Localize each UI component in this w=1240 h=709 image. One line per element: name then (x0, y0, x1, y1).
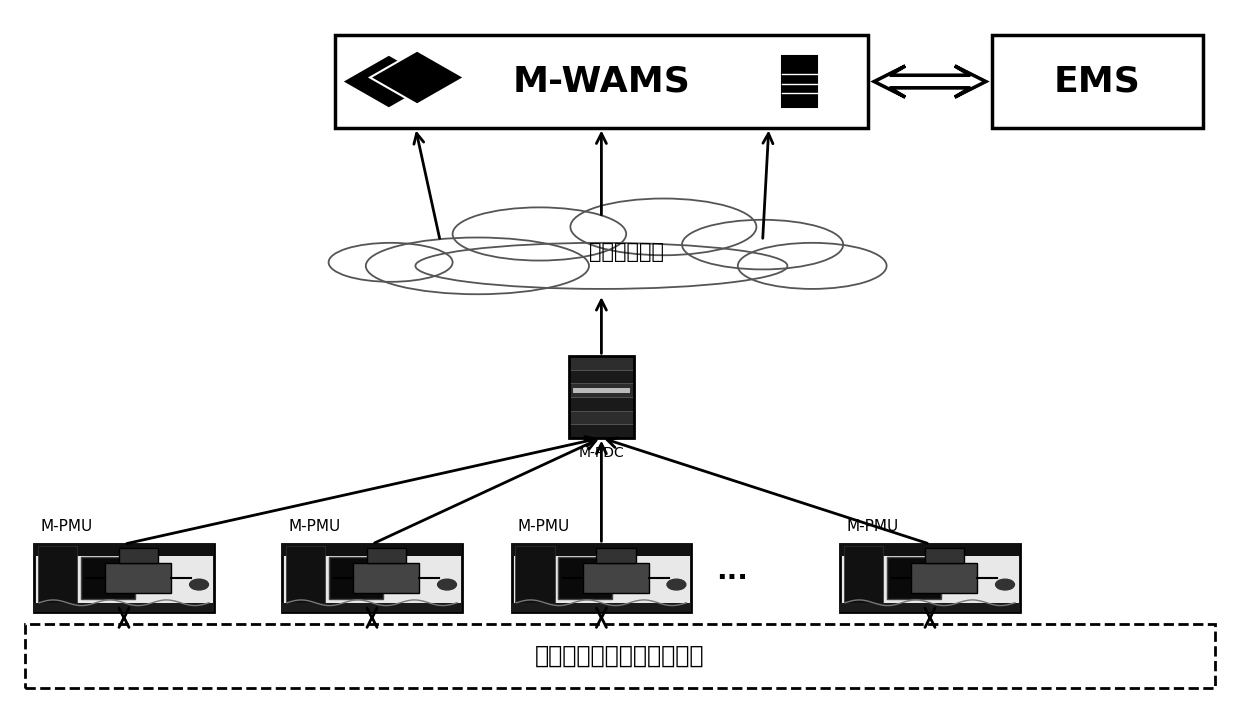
FancyBboxPatch shape (843, 546, 883, 609)
Text: M-PDC: M-PDC (579, 447, 624, 460)
Ellipse shape (415, 242, 787, 289)
FancyBboxPatch shape (841, 545, 1019, 611)
FancyBboxPatch shape (281, 603, 461, 611)
FancyBboxPatch shape (569, 424, 634, 437)
FancyBboxPatch shape (367, 547, 407, 563)
Ellipse shape (738, 242, 887, 289)
FancyBboxPatch shape (841, 603, 1019, 611)
Text: M-WAMS: M-WAMS (512, 65, 691, 99)
Ellipse shape (570, 199, 756, 255)
Text: 高速通信网络: 高速通信网络 (589, 242, 663, 262)
FancyBboxPatch shape (782, 56, 817, 107)
FancyBboxPatch shape (596, 547, 636, 563)
Text: EMS: EMS (1054, 65, 1141, 99)
FancyBboxPatch shape (281, 545, 461, 611)
FancyBboxPatch shape (511, 545, 692, 611)
Text: ···: ··· (715, 564, 748, 592)
FancyBboxPatch shape (119, 547, 159, 563)
FancyBboxPatch shape (558, 557, 613, 598)
FancyBboxPatch shape (105, 563, 171, 593)
Polygon shape (370, 50, 464, 104)
FancyBboxPatch shape (35, 545, 213, 557)
FancyBboxPatch shape (841, 545, 1019, 557)
Circle shape (190, 579, 208, 590)
FancyBboxPatch shape (887, 557, 941, 598)
FancyBboxPatch shape (925, 547, 965, 563)
Text: M-PMU: M-PMU (846, 518, 899, 533)
Circle shape (996, 579, 1014, 590)
Polygon shape (342, 55, 436, 108)
FancyBboxPatch shape (511, 603, 692, 611)
FancyBboxPatch shape (569, 411, 634, 424)
FancyBboxPatch shape (573, 388, 630, 393)
Polygon shape (874, 66, 971, 97)
FancyBboxPatch shape (569, 384, 634, 397)
FancyBboxPatch shape (583, 563, 649, 593)
Polygon shape (874, 66, 986, 97)
FancyBboxPatch shape (516, 546, 554, 609)
FancyBboxPatch shape (81, 557, 135, 598)
Circle shape (667, 579, 686, 590)
FancyBboxPatch shape (569, 356, 634, 370)
FancyBboxPatch shape (353, 563, 419, 593)
FancyBboxPatch shape (285, 546, 325, 609)
FancyBboxPatch shape (911, 563, 977, 593)
FancyBboxPatch shape (38, 546, 77, 609)
FancyBboxPatch shape (511, 545, 692, 557)
Text: M-PMU: M-PMU (41, 518, 93, 533)
FancyBboxPatch shape (35, 545, 213, 611)
Polygon shape (889, 66, 986, 97)
Text: M-PMU: M-PMU (288, 518, 341, 533)
FancyBboxPatch shape (992, 35, 1203, 128)
FancyBboxPatch shape (569, 370, 634, 384)
FancyBboxPatch shape (35, 603, 213, 611)
FancyBboxPatch shape (281, 545, 461, 557)
Ellipse shape (682, 220, 843, 269)
FancyBboxPatch shape (25, 624, 1215, 688)
Circle shape (438, 579, 456, 590)
Text: M-PMU: M-PMU (517, 518, 570, 533)
Ellipse shape (366, 238, 589, 294)
Ellipse shape (453, 207, 626, 260)
Ellipse shape (329, 242, 453, 281)
FancyBboxPatch shape (569, 397, 634, 411)
FancyBboxPatch shape (335, 35, 868, 128)
Text: 高比例可再生能源电力系统: 高比例可再生能源电力系统 (536, 644, 704, 668)
FancyBboxPatch shape (329, 557, 383, 598)
